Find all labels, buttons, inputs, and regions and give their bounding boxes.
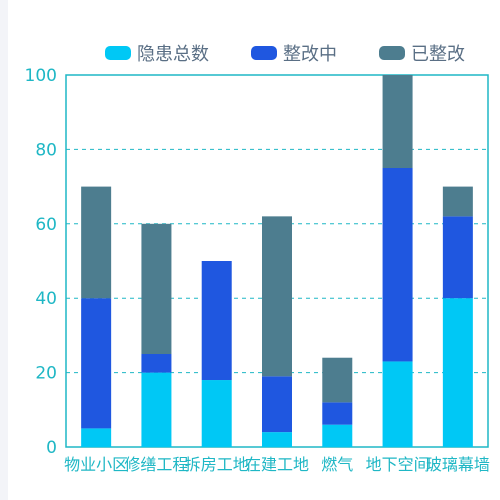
bar-segment — [382, 168, 413, 362]
x-tick-label: 拆房工地 — [185, 455, 249, 474]
bar-segment — [442, 298, 473, 447]
x-tick-label: 地下空间 — [366, 455, 430, 474]
legend-swatch-in-progress — [251, 46, 277, 60]
bar-segment — [322, 357, 353, 403]
bar-segment — [442, 216, 473, 299]
bar-segment — [81, 428, 112, 447]
bar-segment — [141, 372, 172, 447]
bar-segment — [322, 424, 353, 447]
legend-item-hazard-total[interactable]: 隐患总数 — [105, 40, 209, 66]
legend-label-in-progress: 整改中 — [283, 44, 337, 65]
legend-label-rectified: 已整改 — [411, 44, 465, 65]
bar-segment — [81, 186, 112, 299]
x-tick-label: 在建工地 — [245, 455, 309, 474]
bar-segment — [442, 186, 473, 217]
bar-segment — [81, 298, 112, 429]
bar-segment — [201, 380, 232, 447]
bar-segment — [322, 402, 353, 425]
left-margin-strip — [0, 0, 8, 500]
x-tick-label: 玻璃幕墙 — [426, 455, 490, 474]
legend: 隐患总数 整改中 已整改 — [105, 40, 465, 66]
y-tick-label: 80 — [35, 140, 57, 160]
bar-segment — [262, 376, 292, 433]
legend-swatch-rectified — [379, 46, 405, 60]
legend-label-hazard-total: 隐患总数 — [137, 44, 209, 65]
y-tick-label: 0 — [46, 438, 57, 458]
bar-segment — [262, 216, 292, 377]
y-tick-label: 40 — [35, 289, 57, 309]
bar-segment — [262, 432, 292, 447]
bar-segment — [141, 354, 172, 373]
legend-item-rectified[interactable]: 已整改 — [379, 40, 465, 66]
y-tick-label: 60 — [35, 215, 57, 235]
x-tick-label: 修缮工程 — [124, 455, 188, 474]
legend-swatch-hazard-total — [105, 46, 131, 60]
x-tick-label: 物业小区 — [64, 455, 128, 474]
y-tick-label: 100 — [25, 66, 57, 86]
bar-segment — [201, 261, 232, 381]
bar-segment — [382, 75, 413, 168]
legend-item-in-progress[interactable]: 整改中 — [251, 40, 337, 66]
bar-segment — [141, 223, 172, 354]
y-tick-label: 20 — [35, 364, 57, 384]
bar-segment — [382, 361, 413, 447]
x-tick-label: 燃气 — [321, 455, 353, 474]
